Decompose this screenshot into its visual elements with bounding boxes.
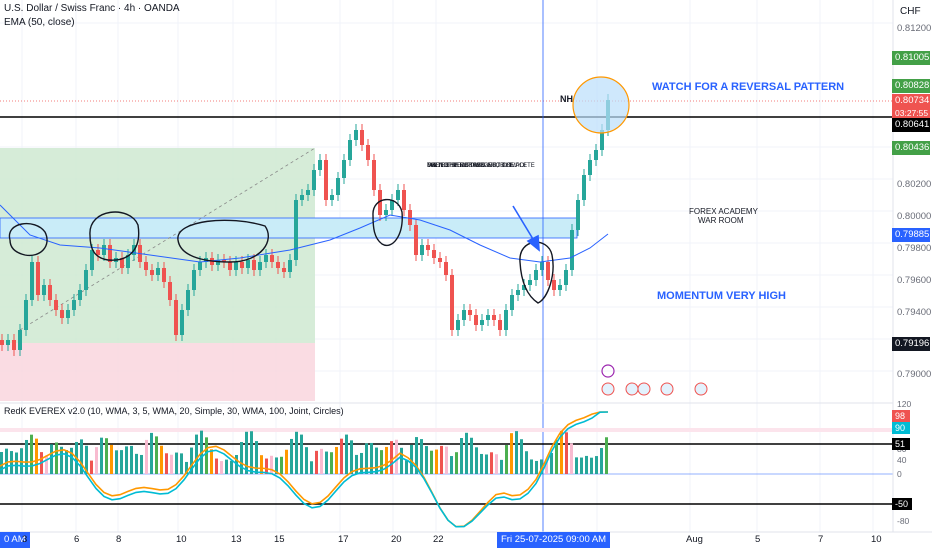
- ind-tick: 40: [897, 455, 907, 465]
- date-tick: 6: [74, 534, 80, 545]
- price-tag-support: 0.79196: [892, 337, 930, 351]
- note-line: SO THE SETUP WAS NOT COMPLETE: [427, 163, 535, 169]
- date-tick: 5: [755, 534, 761, 545]
- note-line: MADE THE EC TRIGGER, BUT...: [427, 163, 517, 169]
- ema-legend[interactable]: EMA (50, close): [4, 17, 75, 28]
- date-tick: 17: [338, 534, 349, 545]
- date-tick: 8: [116, 534, 122, 545]
- countdown-tag: 03:27:55: [892, 106, 930, 120]
- price-tick: 0.79800: [897, 243, 932, 254]
- price-tag-high: 0.80828: [892, 79, 930, 93]
- indicator-bars: [0, 430, 608, 474]
- price-tag-resistance: 0.80641: [892, 118, 930, 132]
- price-tick: 0.81200: [897, 23, 932, 34]
- nh-label: NH: [560, 94, 573, 104]
- ind-tick: 120: [897, 399, 912, 409]
- date-tick: 22: [433, 534, 444, 545]
- date-tick: 10: [176, 534, 187, 545]
- ind-tick: 0: [897, 469, 902, 479]
- price-tag-current: 0.80734: [892, 94, 930, 108]
- price-tick: 0.79000: [897, 369, 932, 380]
- date-tick: 3: [22, 534, 28, 545]
- new-high-circle: [572, 76, 630, 134]
- ind-tag-98: 98: [892, 410, 910, 422]
- indicator-cyan-line: [0, 411, 609, 528]
- price-tag-top: 0.81005: [892, 51, 930, 65]
- price-tag-ema: 0.79885: [892, 228, 930, 242]
- indicator-orange-line: [0, 411, 608, 528]
- date-tick: 15: [274, 534, 285, 545]
- price-tick: 0.79600: [897, 275, 932, 286]
- watch-annotation: WATCH FOR A REVERSAL PATTERN: [652, 81, 845, 93]
- ind-tag-51: 51: [892, 438, 910, 450]
- academy-label-2: WAR ROOM: [698, 216, 744, 225]
- projection-line: [19, 147, 316, 331]
- price-tick: 0.79400: [897, 307, 932, 318]
- symbol-legend[interactable]: U.S. Dollar / Swiss Franc · 4h · OANDA: [4, 3, 180, 14]
- ema-line: [0, 204, 609, 263]
- ind-tag-90: 90: [892, 422, 910, 434]
- price-tag-level2: 0.80436: [892, 141, 930, 155]
- date-tick: 20: [391, 534, 402, 545]
- date-tick: Aug: [686, 534, 703, 545]
- ind-tick: -80: [897, 516, 910, 526]
- profit-zone: [0, 148, 315, 343]
- price-tick: 0.80000: [897, 211, 932, 222]
- left-time-badge: 0 AM: [0, 532, 30, 548]
- aoi-zone: [0, 217, 578, 239]
- cursor-time-badge: Fri 25-07-2025 09:00 AM: [497, 532, 611, 548]
- event-icons: [601, 364, 708, 396]
- note-line: THEN IT REVERSED...: [427, 163, 490, 169]
- indicator-legend[interactable]: RedK EVEREX v2.0 (10, WMA, 3, 5, WMA, 20…: [4, 406, 344, 416]
- currency-label: CHF: [900, 6, 921, 17]
- note-line: DID NOT PULLBACK INTO THE AOI: [427, 163, 526, 169]
- arrow-annotation: [512, 205, 540, 252]
- loss-zone: [0, 343, 315, 401]
- price-tick: 0.80200: [897, 179, 932, 190]
- indicator-upper-band: [0, 428, 893, 432]
- date-tick: 7: [818, 534, 824, 545]
- date-tick: 13: [231, 534, 242, 545]
- academy-label-1: FOREX ACADEMY: [689, 207, 758, 216]
- date-tick: 10: [871, 534, 882, 545]
- momentum-annotation: MOMENTUM VERY HIGH: [657, 290, 786, 302]
- ind-tag-minus50: -50: [892, 498, 912, 510]
